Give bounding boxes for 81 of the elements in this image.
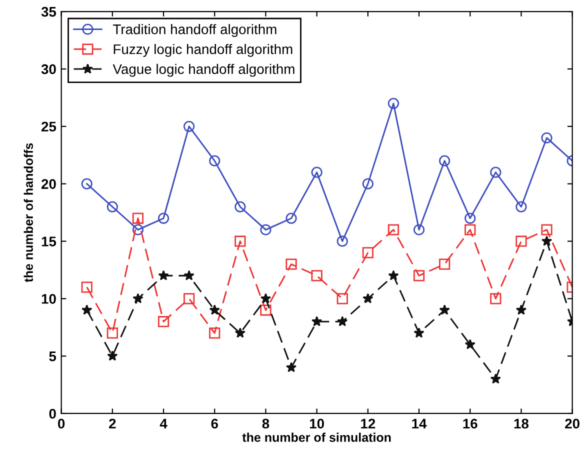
point [260, 293, 272, 304]
point [362, 178, 374, 190]
point [388, 98, 400, 109]
point [234, 236, 246, 247]
point [541, 224, 552, 236]
y-tick-label: 30 [41, 64, 56, 74]
point [82, 304, 92, 315]
point [336, 236, 348, 247]
point [260, 224, 272, 236]
point [311, 270, 322, 282]
point [439, 304, 450, 315]
legend-label: Vague logic handoff algorithm [112, 64, 294, 77]
point [388, 224, 400, 236]
y-tick-label: 15 [42, 236, 56, 246]
y-axis-title: the number of handoffs [24, 143, 33, 282]
point [516, 236, 527, 247]
x-tick-label: 18 [514, 418, 529, 429]
legend-label: Tradition handoff algorithm [113, 24, 276, 37]
point [260, 304, 272, 316]
point [106, 328, 118, 339]
y-tick-label: 25 [41, 122, 56, 132]
x-tick-label: 2 [109, 418, 116, 428]
point [286, 258, 297, 270]
x-tick-label: 8 [262, 418, 270, 429]
y-tick-label: 0 [49, 408, 56, 419]
point [81, 282, 92, 293]
point [490, 166, 502, 178]
point [337, 316, 348, 326]
x-tick-label: 6 [211, 418, 218, 429]
point [439, 258, 450, 270]
y-tick-label: 10 [42, 294, 56, 304]
x-tick-label: 20 [565, 418, 580, 429]
point [209, 328, 220, 339]
point [336, 293, 348, 304]
point [311, 166, 322, 178]
point [234, 201, 246, 212]
point [464, 224, 476, 236]
x-tick-label: 10 [310, 418, 324, 429]
point [209, 155, 220, 166]
point [209, 304, 220, 315]
point [413, 224, 425, 236]
x-tick-label: 14 [412, 418, 427, 428]
x-tick-label: 0 [58, 418, 65, 429]
point [362, 293, 374, 304]
point [184, 293, 195, 304]
point [106, 201, 118, 212]
x-tick-label: 4 [160, 418, 168, 428]
point [541, 132, 552, 144]
point [132, 293, 144, 304]
point [464, 339, 476, 350]
point [516, 304, 527, 315]
point [541, 236, 552, 246]
point [158, 270, 169, 280]
y-tick-label: 5 [49, 352, 56, 362]
point [312, 316, 322, 326]
point [81, 178, 92, 190]
point [286, 362, 297, 372]
y-tick-label: 35 [41, 6, 56, 17]
point [234, 328, 246, 338]
point [464, 212, 476, 224]
point [413, 270, 425, 282]
point [362, 247, 374, 258]
point [158, 316, 170, 328]
point [107, 350, 118, 361]
point [516, 201, 527, 212]
point [158, 212, 170, 224]
point [490, 373, 501, 384]
point [184, 270, 194, 280]
point [132, 224, 144, 236]
point [132, 212, 144, 224]
point [490, 293, 502, 304]
x-tick-label: 12 [361, 418, 376, 428]
point [439, 155, 450, 166]
point [414, 328, 424, 338]
legend-label: Fuzzy logic handoff algorithm [114, 44, 292, 57]
x-axis-title: the number of simulation [242, 432, 391, 442]
x-tick-label: 16 [463, 418, 478, 429]
point [184, 120, 195, 132]
point [286, 212, 297, 224]
y-tick-label: 20 [41, 179, 56, 189]
point [388, 270, 399, 280]
